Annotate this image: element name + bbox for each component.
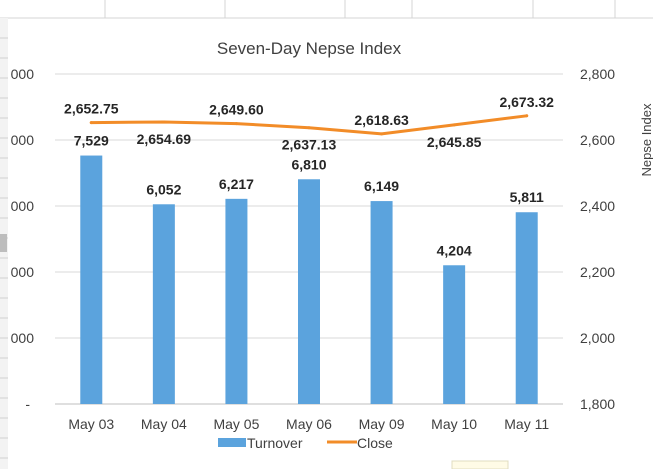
turnover-bar[interactable]: [370, 201, 393, 404]
turnover-bar[interactable]: [298, 179, 320, 404]
close-data-label: 2,652.75: [64, 101, 119, 117]
sheet-comment-box: [451, 460, 509, 469]
close-point[interactable]: [452, 123, 456, 127]
y-right-tick-label: 2,400: [580, 198, 615, 214]
y-left-tick-label: 000: [11, 66, 35, 82]
turnover-bar[interactable]: [80, 155, 103, 404]
turnover-bar[interactable]: [152, 204, 175, 404]
turnover-data-label: 4,204: [437, 242, 472, 258]
close-point[interactable]: [307, 126, 311, 130]
turnover-data-label: 6,052: [146, 181, 181, 197]
close-point[interactable]: [162, 120, 166, 124]
turnover-data-label: 7,529: [74, 133, 109, 149]
close-point[interactable]: [525, 114, 529, 118]
legend-turnover-swatch: [218, 438, 246, 447]
legend-close-label: Close: [357, 435, 393, 451]
y-left-tick-label: 000: [11, 198, 35, 214]
turnover-data-label: 6,149: [364, 178, 399, 194]
close-point[interactable]: [234, 122, 238, 126]
x-tick-label: May 09: [359, 416, 405, 432]
turnover-bar[interactable]: [443, 265, 466, 404]
sheet-scroll-handle[interactable]: [0, 234, 7, 252]
sheet-header-row: [0, 0, 653, 18]
close-data-label: 2,637.13: [282, 137, 337, 153]
y-right-tick-label: 2,800: [580, 66, 615, 82]
turnover-bar[interactable]: [225, 198, 248, 404]
legend-turnover-label: Turnover: [247, 435, 303, 451]
y-right-tick-label: 2,600: [580, 132, 615, 148]
y-right-tick-label: 1,800: [580, 396, 615, 412]
close-data-label: 2,649.60: [209, 102, 264, 118]
turnover-data-label: 6,810: [291, 156, 326, 172]
turnover-bar[interactable]: [515, 212, 538, 404]
close-data-label: 2,654.69: [137, 131, 192, 147]
x-tick-label: May 04: [141, 416, 187, 432]
x-tick-label: May 10: [431, 416, 477, 432]
close-point[interactable]: [380, 132, 384, 136]
y-right-tick-label: 2,200: [580, 264, 615, 280]
x-tick-label: May 06: [286, 416, 332, 432]
turnover-data-label: 5,811: [510, 189, 544, 205]
y-left-tick-label: -: [25, 396, 30, 412]
y-left-tick-label: 000: [11, 330, 35, 346]
y-right-axis-title: Nepse Index: [639, 103, 653, 176]
close-data-label: 2,645.85: [427, 134, 482, 150]
x-tick-label: May 11: [504, 416, 549, 432]
y-right-tick-label: 2,000: [580, 330, 615, 346]
close-data-label: 2,673.32: [499, 94, 554, 110]
y-left-tick-label: 000: [11, 264, 35, 280]
close-data-label: 2,618.63: [354, 112, 409, 128]
x-tick-label: May 05: [213, 416, 259, 432]
turnover-data-label: 6,217: [219, 176, 254, 192]
x-tick-label: May 03: [68, 416, 114, 432]
y-left-tick-label: 000: [11, 132, 35, 148]
close-point[interactable]: [89, 121, 93, 125]
chart-title: Seven-Day Nepse Index: [217, 39, 402, 58]
